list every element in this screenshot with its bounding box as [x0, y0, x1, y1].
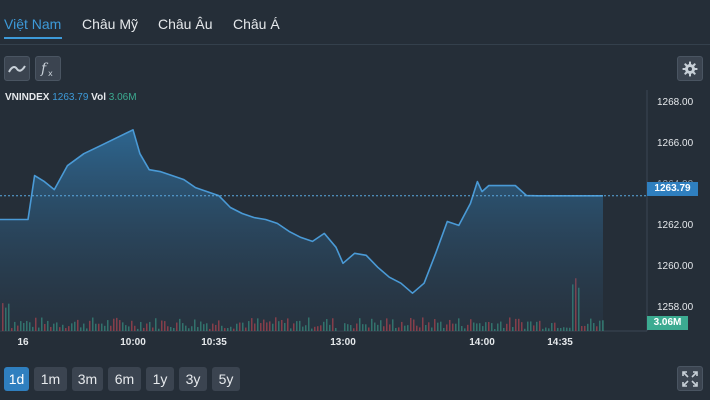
tab-chau-au[interactable]: Châu Âu [158, 16, 213, 32]
tab-viet-nam[interactable]: Việt Nam [4, 16, 62, 32]
expand-arrows-icon [682, 370, 698, 387]
range-5y-button[interactable]: 5y [212, 367, 240, 391]
x-tick-label: 14:00 [469, 337, 495, 348]
legend-vol-value: 3.06M [108, 92, 137, 103]
chart-type-button[interactable] [4, 56, 30, 81]
range-1d-button[interactable]: 1d [4, 367, 29, 391]
x-tick-label: 10:00 [120, 337, 146, 348]
y-tick-label: 1266.00 [657, 138, 694, 149]
indicator-button[interactable]: f x [35, 56, 61, 81]
fullscreen-button[interactable] [677, 366, 703, 391]
y-tick-label: 1260.00 [657, 261, 694, 272]
price-area [0, 129, 603, 331]
y-tick-label: 1268.00 [657, 97, 694, 108]
function-fx-icon: f x [40, 61, 53, 78]
svg-text:x: x [48, 69, 53, 78]
range-6m-button[interactable]: 6m [108, 367, 141, 391]
range-3m-button[interactable]: 3m [72, 367, 103, 391]
settings-button[interactable] [677, 56, 703, 81]
tab-chau-my[interactable]: Châu Mỹ [82, 16, 139, 32]
svg-text:f: f [40, 61, 49, 77]
chart-legend: VNINDEX 1263.79 Vol 3.06M [5, 92, 137, 103]
range-1y-button[interactable]: 1y [146, 367, 174, 391]
gear-icon [682, 61, 698, 76]
x-tick-label: 13:00 [330, 337, 356, 348]
x-tick-label: 10:35 [201, 337, 227, 348]
y-tick-label: 1262.00 [657, 220, 694, 231]
last-price-tag: 1263.79 [647, 182, 698, 196]
legend-vol-label: Vol [91, 92, 106, 103]
legend-symbol: VNINDEX [5, 92, 50, 103]
range-1m-button[interactable]: 1m [34, 367, 67, 391]
range-3y-button[interactable]: 3y [179, 367, 207, 391]
x-tick-label: 16 [17, 337, 29, 348]
x-tick-label: 14:35 [547, 337, 573, 348]
active-tab-indicator [4, 37, 62, 39]
price-line [0, 129, 603, 294]
market-tabs: Việt Nam Châu Mỹ Châu Âu Châu Á [0, 0, 710, 45]
legend-value: 1263.79 [52, 92, 89, 103]
line-chart-icon [8, 64, 26, 72]
y-tick-label: 1258.00 [657, 302, 694, 313]
last-volume-tag: 3.06M [647, 316, 688, 330]
tab-chau-a[interactable]: Châu Á [233, 16, 280, 32]
